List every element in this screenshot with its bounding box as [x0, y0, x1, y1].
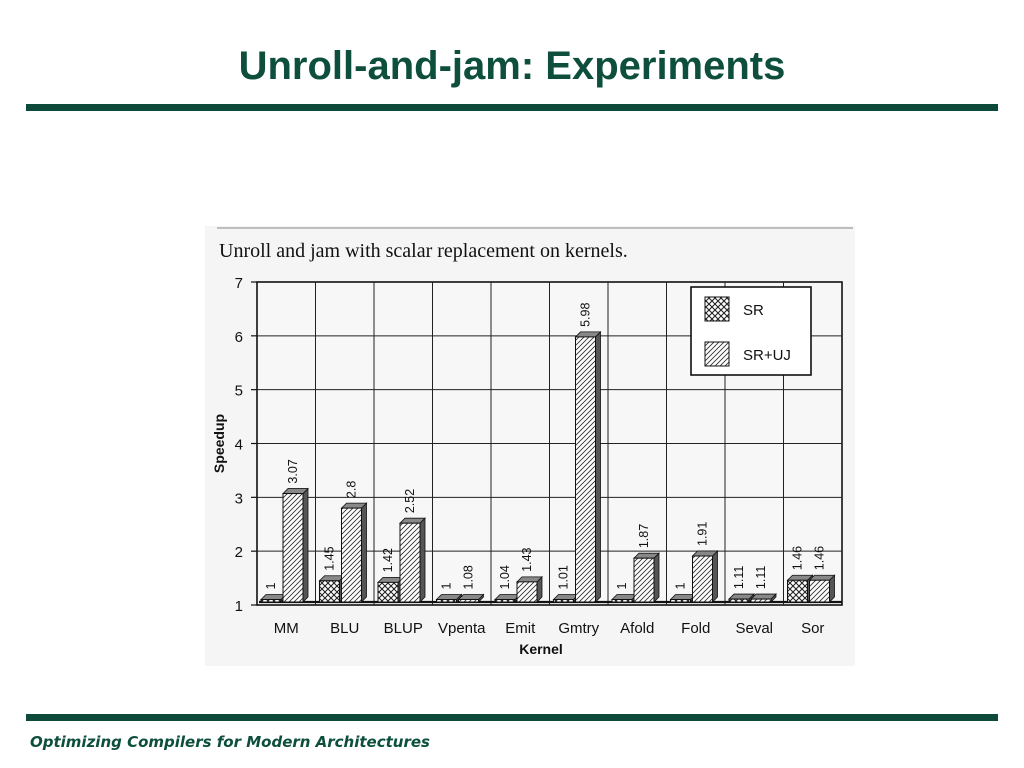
bar: [809, 579, 830, 603]
data-label: 1.46: [791, 546, 805, 570]
bar-top: [399, 517, 426, 524]
legend-label: SR+UJ: [743, 347, 791, 364]
footer-divider: [26, 714, 998, 721]
bar-top: [691, 550, 719, 557]
bar: [575, 336, 596, 603]
data-label: 1.11: [732, 566, 746, 589]
bar-top: [728, 593, 755, 600]
chart-bars: 1 3.07 MM 1.45 2.8 BLU 1.42 2.52 BLUP 1 1.08 Vpenta…: [260, 303, 836, 637]
data-label: 2.52: [403, 489, 417, 513]
bar-top: [633, 552, 660, 559]
data-label: 1: [440, 583, 454, 590]
data-label: 1.87: [637, 524, 651, 548]
data-label: 5.98: [579, 303, 593, 327]
data-label: 1: [264, 583, 278, 590]
y-tick-label: 5: [235, 383, 243, 400]
bar-side: [653, 552, 660, 603]
x-axis-label: Kernel: [519, 641, 563, 657]
bar: [260, 599, 282, 603]
bar: [494, 599, 516, 603]
bar: [458, 599, 479, 603]
speedup-bar-chart: Unroll and jam with scalar replacement o…: [211, 227, 853, 657]
data-label: 1.11: [754, 566, 768, 589]
bar: [750, 598, 772, 603]
y-axis-label: Speedup: [211, 414, 227, 473]
bar: [516, 581, 538, 603]
x-tick-label: Sor: [801, 620, 824, 637]
title-divider: [26, 104, 998, 111]
bar: [553, 599, 574, 603]
bar-top: [340, 502, 368, 509]
data-label: 1.42: [381, 548, 395, 572]
bar-top: [494, 594, 521, 600]
x-tick-label: BLU: [330, 620, 359, 637]
x-tick-label: Fold: [681, 620, 710, 637]
data-label: 3.07: [286, 459, 300, 483]
bar-top: [260, 594, 287, 600]
bar: [319, 580, 340, 603]
y-tick-label: 1: [235, 598, 243, 615]
data-label: 1: [615, 583, 629, 590]
data-label: 2.8: [345, 481, 359, 498]
chart-figure: Unroll and jam with scalar replacement o…: [205, 226, 855, 666]
chart-legend: SR SR+UJ: [690, 286, 812, 376]
legend-label: SR: [743, 302, 764, 319]
bar-top: [574, 331, 602, 338]
bar: [611, 599, 633, 603]
data-label: 1.46: [813, 546, 827, 570]
bar-top: [750, 593, 777, 600]
bar: [728, 598, 750, 603]
bar-side: [419, 517, 426, 603]
bar: [399, 522, 421, 603]
data-label: 1.45: [323, 546, 337, 570]
bar-top: [669, 594, 697, 600]
bar-side: [595, 330, 601, 603]
bar: [377, 581, 399, 603]
bar-top: [808, 574, 836, 581]
bar-top: [552, 594, 580, 600]
bar-top: [611, 594, 638, 600]
bar-top: [318, 575, 346, 582]
data-label: 1.91: [696, 522, 710, 546]
bar-top: [377, 576, 404, 583]
bar-side: [361, 502, 367, 603]
legend-swatch: [704, 341, 730, 367]
bar: [341, 507, 362, 603]
bar: [692, 555, 713, 603]
data-label: 1.04: [498, 565, 512, 589]
bar-top: [457, 594, 485, 600]
bar-side: [712, 550, 718, 603]
bar-top: [282, 488, 309, 494]
bar: [282, 493, 304, 603]
bar-top: [435, 594, 463, 600]
bar: [633, 557, 655, 603]
y-tick-label: 3: [235, 490, 243, 507]
data-label: 1.01: [557, 565, 571, 589]
bar: [670, 599, 691, 603]
slide-title: Unroll-and-jam: Experiments: [238, 44, 786, 88]
footer-text: Optimizing Compilers for Modern Architec…: [30, 733, 430, 751]
bar-top: [786, 574, 814, 581]
x-tick-label: Seval: [735, 620, 773, 637]
bar: [787, 579, 808, 603]
x-tick-label: Vpenta: [438, 620, 486, 637]
x-tick-label: Afold: [620, 620, 654, 637]
chart-title: Unroll and jam with scalar replacement o…: [219, 240, 628, 262]
bar-side: [302, 487, 309, 603]
y-tick-label: 4: [235, 437, 243, 454]
data-label: 1: [674, 583, 688, 590]
x-tick-label: MM: [274, 620, 299, 637]
legend-swatch: [704, 296, 730, 322]
x-tick-label: BLUP: [384, 620, 423, 637]
x-tick-label: Gmtry: [558, 620, 599, 637]
bar-top: [516, 576, 543, 583]
y-tick-label: 7: [235, 275, 243, 292]
x-tick-label: Emit: [505, 620, 536, 637]
bar: [436, 599, 457, 603]
data-label: 1.43: [520, 547, 534, 571]
y-tick-label: 2: [235, 544, 243, 561]
data-label: 1.08: [462, 565, 476, 589]
y-tick-label: 6: [235, 329, 243, 346]
